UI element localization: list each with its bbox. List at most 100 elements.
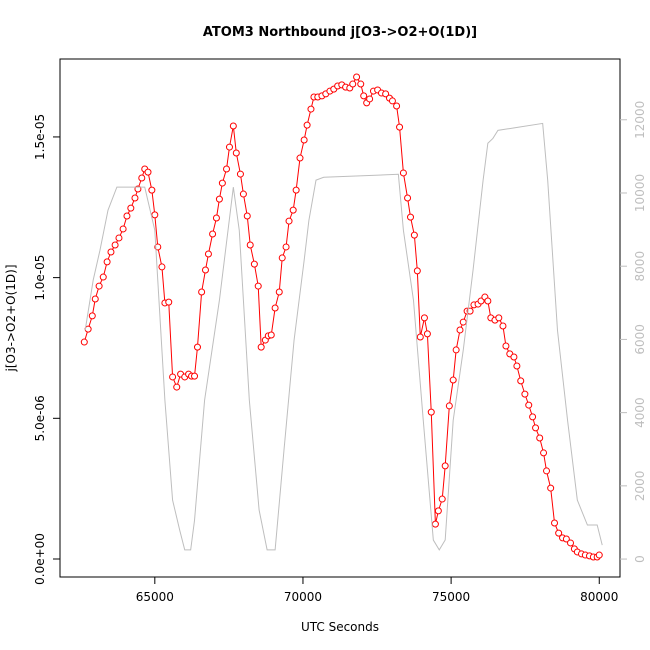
data-point xyxy=(212,214,220,222)
data-point xyxy=(307,105,315,113)
data-point xyxy=(382,90,390,98)
data-point xyxy=(555,529,563,537)
y2-tick-label: 12000 xyxy=(633,101,647,139)
data-point xyxy=(353,73,361,81)
data-point xyxy=(532,424,540,432)
data-point xyxy=(300,136,308,144)
data-point xyxy=(148,186,156,194)
data-point xyxy=(250,260,258,268)
data-point xyxy=(396,123,404,131)
data-point xyxy=(223,165,231,173)
data-point xyxy=(416,333,424,341)
data-point xyxy=(111,241,119,249)
data-point xyxy=(423,330,431,338)
data-point xyxy=(257,343,265,351)
data-point xyxy=(165,298,173,306)
data-point xyxy=(525,401,533,409)
data-point xyxy=(239,190,247,198)
data-point xyxy=(229,122,237,130)
data-point xyxy=(271,304,279,312)
data-point xyxy=(91,295,99,303)
x-tick-label: 70000 xyxy=(284,590,322,604)
y-tick-label: 1.0e-05 xyxy=(33,255,47,301)
data-point xyxy=(275,288,283,296)
data-point xyxy=(434,507,442,515)
data-point xyxy=(115,234,123,242)
data-point xyxy=(393,102,401,110)
data-point xyxy=(103,258,111,266)
data-point xyxy=(158,263,166,271)
data-point xyxy=(173,383,181,391)
data-point xyxy=(209,230,217,238)
data-point xyxy=(495,314,503,322)
data-point xyxy=(204,250,212,258)
data-point xyxy=(404,194,412,202)
data-point xyxy=(292,186,300,194)
data-point xyxy=(296,154,304,162)
data-point xyxy=(201,266,209,274)
plot-frame xyxy=(59,58,621,578)
y-axis-label: j[O3->O2+O(1D)] xyxy=(4,265,18,373)
data-point xyxy=(131,194,139,202)
y2-tick-label: 10000 xyxy=(633,174,647,212)
data-point xyxy=(543,467,551,475)
data-point xyxy=(510,353,518,361)
data-point xyxy=(438,495,446,503)
data-point xyxy=(107,248,115,256)
data-point xyxy=(388,97,396,105)
data-point xyxy=(456,326,464,334)
data-point xyxy=(191,372,199,380)
data-point xyxy=(484,297,492,305)
data-point xyxy=(420,314,428,322)
data-point xyxy=(529,413,537,421)
data-point xyxy=(399,169,407,177)
chart-title: ATOM3 Northbound j[O3->O2+O(1D)] xyxy=(203,25,477,40)
data-point xyxy=(547,484,555,492)
data-point xyxy=(218,179,226,187)
data-point xyxy=(407,213,415,221)
data-point xyxy=(243,212,251,220)
data-point xyxy=(267,331,275,339)
x-tick-label: 75000 xyxy=(432,590,470,604)
x-axis-label: UTC Seconds xyxy=(301,620,379,634)
data-point xyxy=(289,206,297,214)
data-point xyxy=(278,254,286,262)
data-point xyxy=(536,434,544,442)
data-point xyxy=(366,95,374,103)
y2-tick-label: 6000 xyxy=(633,324,647,355)
data-point xyxy=(119,225,127,233)
x-tick-label: 65000 xyxy=(136,590,174,604)
y2-tick-label: 8000 xyxy=(633,251,647,282)
data-point xyxy=(413,267,421,275)
data-point xyxy=(169,373,177,381)
data-point xyxy=(357,80,365,88)
data-point xyxy=(99,273,107,281)
x-tick-label: 80000 xyxy=(580,590,618,604)
data-point xyxy=(431,520,439,528)
data-point xyxy=(517,377,525,385)
data-point xyxy=(499,322,507,330)
series-line xyxy=(84,122,603,551)
data-point xyxy=(360,92,368,100)
data-point xyxy=(449,376,457,384)
data-point xyxy=(95,282,103,290)
data-point xyxy=(562,535,570,543)
data-point xyxy=(441,462,449,470)
data-point xyxy=(551,519,559,527)
data-point xyxy=(349,80,357,88)
data-point xyxy=(452,346,460,354)
series-line xyxy=(83,75,600,558)
data-point xyxy=(198,288,206,296)
data-point xyxy=(236,170,244,178)
data-point xyxy=(151,211,159,219)
data-point xyxy=(215,195,223,203)
y-tick-label: 0.0e+00 xyxy=(33,533,47,585)
data-point xyxy=(123,212,131,220)
data-point xyxy=(427,408,435,416)
data-point xyxy=(502,342,510,350)
data-point xyxy=(285,217,293,225)
data-point xyxy=(127,204,135,212)
y2-tick-label: 4000 xyxy=(633,397,647,428)
data-point xyxy=(540,449,548,457)
